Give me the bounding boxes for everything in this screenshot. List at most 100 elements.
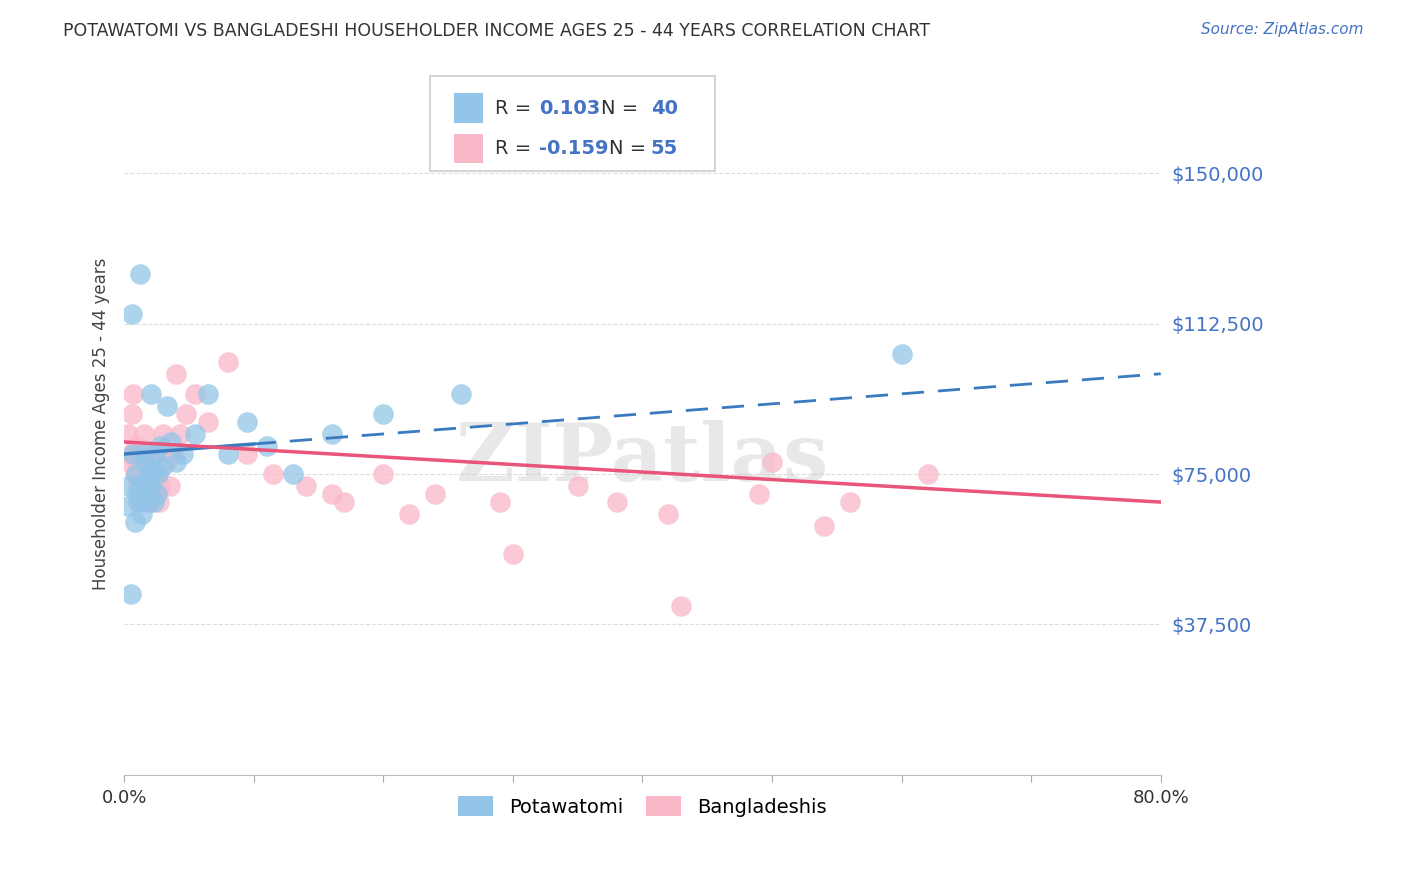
Point	[160, 434, 183, 449]
Point	[236, 447, 259, 461]
Point	[197, 387, 219, 401]
Point	[148, 495, 170, 509]
Point	[146, 467, 169, 481]
Point	[165, 455, 187, 469]
Point	[124, 467, 146, 481]
Point	[184, 387, 207, 401]
Point	[606, 495, 628, 509]
Point	[139, 467, 162, 481]
Text: ZIPatlas: ZIPatlas	[457, 420, 828, 498]
Point	[398, 507, 420, 521]
Point	[146, 467, 169, 481]
Point	[149, 479, 172, 493]
Text: N =: N =	[609, 139, 652, 158]
Point	[294, 479, 316, 493]
Point	[142, 463, 165, 477]
Point	[128, 447, 150, 461]
Point	[120, 447, 142, 461]
Point	[172, 447, 194, 461]
Point	[135, 479, 157, 493]
Text: -0.159: -0.159	[538, 139, 609, 158]
Point	[152, 426, 174, 441]
Point	[162, 447, 184, 461]
Point	[143, 495, 166, 509]
Point	[155, 455, 177, 469]
Point	[761, 455, 783, 469]
Point	[129, 495, 152, 509]
Point	[333, 495, 356, 509]
Point	[145, 447, 167, 461]
Point	[135, 475, 157, 489]
Text: 55: 55	[651, 139, 678, 158]
Point	[125, 467, 148, 481]
Point	[197, 415, 219, 429]
Point	[129, 479, 152, 493]
Point	[125, 439, 148, 453]
Point	[138, 447, 160, 461]
Point	[127, 479, 149, 493]
Point	[748, 487, 770, 501]
Point	[165, 367, 187, 381]
Point	[134, 455, 156, 469]
Point	[236, 415, 259, 429]
Point	[143, 455, 166, 469]
Point	[169, 426, 191, 441]
Legend: Potawatomi, Bangladeshis: Potawatomi, Bangladeshis	[450, 789, 834, 825]
Point	[134, 455, 156, 469]
Point	[131, 507, 153, 521]
Point	[489, 495, 512, 509]
FancyBboxPatch shape	[454, 134, 482, 163]
Point	[132, 447, 155, 461]
Point	[657, 507, 679, 521]
Point	[128, 267, 150, 281]
Point	[281, 467, 304, 481]
Point	[122, 387, 145, 401]
Point	[321, 487, 343, 501]
Text: 40: 40	[651, 99, 678, 118]
Point	[143, 447, 166, 461]
Point	[118, 479, 141, 493]
Point	[131, 467, 153, 481]
Point	[450, 387, 472, 401]
Point	[152, 458, 174, 473]
Point	[136, 495, 159, 509]
Point	[121, 407, 143, 421]
Text: 0.103: 0.103	[538, 99, 600, 118]
Point	[502, 547, 524, 561]
Point	[917, 467, 939, 481]
Point	[142, 479, 165, 493]
Text: Source: ZipAtlas.com: Source: ZipAtlas.com	[1201, 22, 1364, 37]
Point	[425, 487, 447, 501]
Text: POTAWATOMI VS BANGLADESHI HOUSEHOLDER INCOME AGES 25 - 44 YEARS CORRELATION CHAR: POTAWATOMI VS BANGLADESHI HOUSEHOLDER IN…	[63, 22, 931, 40]
Point	[217, 447, 239, 461]
Point	[117, 426, 139, 441]
Point	[118, 455, 141, 469]
Point	[143, 487, 166, 501]
Point	[127, 487, 149, 501]
FancyBboxPatch shape	[430, 77, 716, 171]
Point	[141, 387, 163, 401]
Point	[117, 499, 139, 513]
Point	[373, 407, 395, 421]
Point	[262, 467, 284, 481]
Point	[132, 426, 155, 441]
Point	[321, 426, 343, 441]
Point	[373, 467, 395, 481]
Point	[145, 487, 167, 501]
Point	[120, 587, 142, 601]
Point	[149, 439, 172, 453]
Text: R =: R =	[495, 139, 537, 158]
Point	[121, 307, 143, 321]
Point	[567, 479, 589, 493]
Point	[184, 426, 207, 441]
Y-axis label: Householder Income Ages 25 - 44 years: Householder Income Ages 25 - 44 years	[93, 258, 110, 591]
Point	[176, 407, 198, 421]
Point	[127, 495, 149, 509]
Point	[671, 599, 693, 614]
FancyBboxPatch shape	[454, 94, 482, 123]
Point	[138, 467, 160, 481]
Point	[122, 447, 145, 461]
Point	[159, 479, 181, 493]
Point	[141, 495, 163, 509]
Point	[890, 347, 912, 361]
